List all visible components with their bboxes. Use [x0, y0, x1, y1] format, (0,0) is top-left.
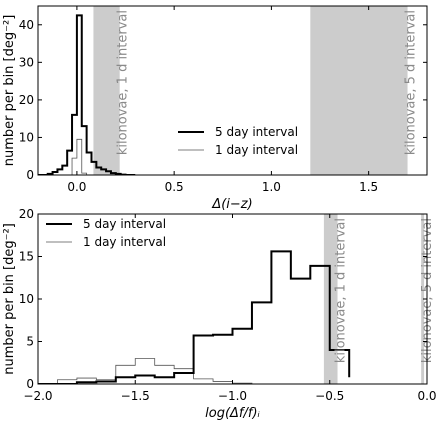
y-axis-label: number per bin [deg⁻²]: [2, 15, 17, 167]
y-tick-label: 20: [19, 93, 34, 107]
y-axis-label: number per bin [deg⁻²]: [2, 223, 17, 375]
plot-area: [38, 6, 408, 175]
x-tick-label: −0.5: [315, 389, 344, 403]
y-tick-label: 20: [19, 207, 34, 221]
y-tick-label: 5: [26, 335, 34, 349]
y-tick-label: 30: [19, 55, 34, 69]
legend-label: 1 day interval: [83, 235, 166, 249]
histogram-series: [38, 250, 351, 384]
x-axis-label: log(Δf/f)ᵢ: [205, 406, 260, 421]
legend-label: 5 day interval: [83, 217, 166, 231]
y-tick-label: 15: [19, 250, 34, 264]
chart-panel-2: kilonovae, 1 d interval kilonovae, 5 d in…: [2, 207, 436, 421]
x-tick-label: 1.0: [262, 180, 281, 194]
y-tick-label: 10: [19, 292, 34, 306]
x-axis-label: Δ(i−z): [211, 197, 252, 212]
chart-panel-1: kilonovae, 1 d interval kilonovae, 5 d in…: [2, 5, 428, 212]
legend-label: 5 day interval: [215, 125, 298, 139]
x-tick-label: 0.0: [417, 389, 436, 403]
x-tick-label: −2.0: [23, 389, 52, 403]
kilonova-band: [310, 6, 408, 175]
band-label: kilonovae, 1 d interval: [334, 218, 349, 363]
axes-frame: [37, 5, 428, 176]
x-tick-label: −1.0: [218, 389, 247, 403]
kilonova-band: [421, 214, 425, 384]
band-label: kilonovae, 5 d interval: [404, 10, 419, 155]
y-tick-label: 0: [26, 377, 34, 391]
x-tick-label: 0.0: [67, 180, 86, 194]
kilonova-band: [93, 6, 120, 175]
x-tick-label: −1.5: [121, 389, 150, 403]
band-label: kilonovae, 1 d interval: [116, 10, 131, 155]
histogram-series: [38, 14, 136, 175]
histogram-series: [38, 138, 136, 175]
band-label: kilonovae, 5 d interval: [420, 218, 435, 363]
x-tick-label: 1.5: [359, 180, 378, 194]
plot-area: [38, 214, 425, 384]
histogram-series: [38, 358, 253, 384]
y-tick-label: 0: [26, 168, 34, 182]
legend: 5 day interval 1 day interval: [178, 125, 298, 157]
x-tick-label: 0.5: [165, 180, 184, 194]
y-tick-label: 40: [19, 18, 34, 32]
y-tick-label: 10: [19, 130, 34, 144]
legend-label: 1 day interval: [215, 143, 298, 157]
legend: 5 day interval 1 day interval: [46, 217, 166, 249]
